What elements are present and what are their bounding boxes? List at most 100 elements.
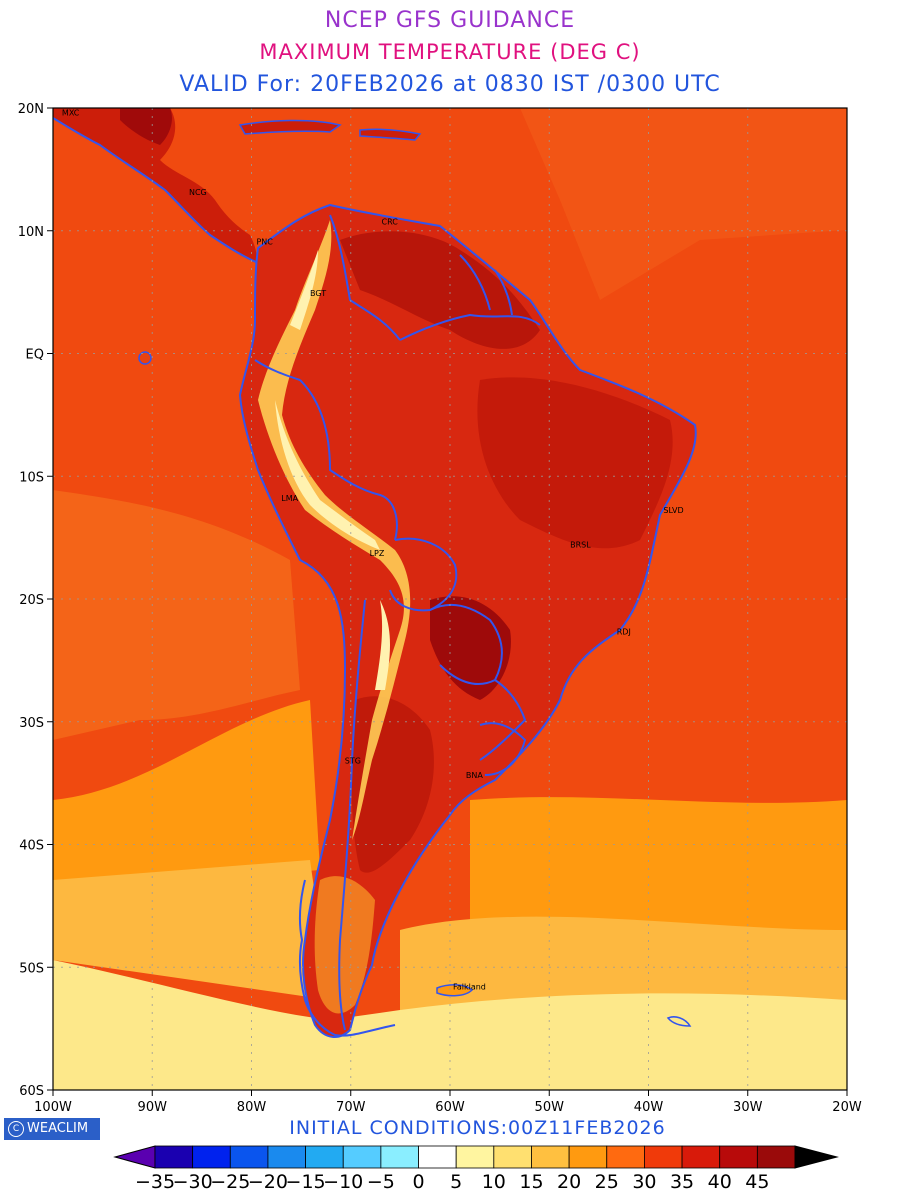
city-label-crc: CRC — [382, 218, 399, 227]
city-label-slvd: SLVD — [663, 506, 683, 515]
colorbar-label-2: −25 — [210, 1171, 250, 1193]
south-georgia — [666, 1016, 692, 1027]
interior-hot-north — [340, 231, 540, 349]
city-label-bgt: BGT — [310, 289, 326, 298]
colorbar-swatch-7 — [418, 1145, 457, 1169]
border-bolivia — [389, 537, 458, 612]
border-peru-brazil — [299, 379, 398, 541]
colorbar-label-0: −35 — [135, 1171, 175, 1193]
colorbar-swatch-14 — [681, 1145, 721, 1169]
colorbar-swatch-11 — [568, 1145, 608, 1169]
colorbar-over-arrow — [794, 1145, 839, 1169]
lat-label-4: 20S — [19, 593, 44, 608]
galapagos — [138, 351, 152, 365]
colorbar-swatch-16 — [756, 1145, 796, 1169]
border-venezuela-brazil — [399, 314, 541, 341]
lon-label-2: 80W — [237, 1100, 267, 1115]
caribbean-islands — [238, 119, 422, 141]
lon-label-8: 20W — [832, 1100, 862, 1115]
colorbar-label-14: 35 — [670, 1171, 694, 1193]
colorbar-swatch-4 — [305, 1145, 344, 1169]
colorbar-label-4: −15 — [286, 1171, 326, 1193]
interior-hot-brazil — [477, 377, 673, 549]
colorbar-swatch-9 — [493, 1145, 532, 1169]
lon-label-5: 50W — [535, 1100, 565, 1115]
lat-label-7: 50S — [19, 961, 44, 976]
city-label-ncg: NCG — [189, 188, 207, 197]
lat-label-2: EQ — [26, 348, 44, 363]
city-label-lpz: LPZ — [370, 549, 385, 558]
border-guianas — [459, 254, 513, 316]
city-label-stg: STG — [345, 756, 361, 765]
city-label-rdj: RDJ — [617, 628, 631, 637]
ocean-band-cool-west — [53, 700, 320, 890]
colorbar-swatch-2 — [229, 1145, 269, 1169]
colorbar-label-13: 30 — [632, 1171, 656, 1193]
colorbar-under-arrow — [113, 1145, 156, 1169]
lon-label-6: 40W — [634, 1100, 664, 1115]
colorbar-label-5: −10 — [323, 1171, 363, 1193]
falkland-islands — [436, 984, 474, 997]
border-argentina-brazil — [479, 679, 526, 761]
border-uruguay — [479, 722, 526, 776]
chile-fjords — [298, 879, 396, 1037]
coastline-central-america — [53, 117, 257, 263]
lon-label-1: 90W — [138, 1100, 168, 1115]
lon-label-0: 100W — [34, 1100, 72, 1115]
colorbar-label-8: 5 — [450, 1171, 462, 1193]
lat-label-3: 10S — [19, 470, 44, 485]
colorbar-label-1: −30 — [173, 1171, 213, 1193]
copyright-icon: C — [8, 1120, 24, 1137]
lat-label-6: 40S — [19, 839, 44, 854]
title-valid-time: VALID For: 20FEB2026 at 0830 IST /0300 U… — [179, 72, 721, 97]
border-chile-argentina — [338, 599, 366, 1031]
colorbar-swatch-10 — [531, 1145, 570, 1169]
colorbar-label-12: 25 — [595, 1171, 619, 1193]
colorbar-swatch-5 — [342, 1145, 382, 1169]
city-label-falkland: Falkland — [453, 982, 486, 991]
ocean-band-coldest — [53, 960, 847, 1090]
coastline-south-america — [239, 204, 697, 1038]
colorbar-swatch-8 — [455, 1145, 495, 1169]
mexico-hot — [120, 108, 172, 145]
map-plot-area: MXC NCG CRC PNC BGT LMA LPZ BRSL SLVD RDJ STG BNA Fa… — [53, 108, 847, 1090]
colorbar-swatch-12 — [606, 1145, 645, 1169]
colorbar-label-6: −5 — [367, 1171, 395, 1193]
country-borders — [53, 117, 697, 1038]
colorbar-swatch-15 — [719, 1145, 758, 1169]
colorbar-label-3: −20 — [248, 1171, 288, 1193]
lat-label-1: 10N — [18, 225, 44, 240]
border-colombia-venezuela — [329, 214, 401, 341]
colorbar-swatch-0 — [154, 1145, 194, 1169]
lon-label-3: 70W — [336, 1100, 366, 1115]
colorbar-swatch-6 — [380, 1145, 419, 1169]
border-ecuador-peru — [254, 359, 301, 381]
latitude-labels: 20N 10N EQ 10S 20S 30S 40S 50S 60S — [18, 102, 44, 1099]
colorbar-swatch-13 — [644, 1145, 683, 1169]
colorbar-swatch-1 — [192, 1145, 231, 1169]
city-label-pnc: PNC — [256, 237, 273, 246]
colorbar-swatch-3 — [267, 1145, 306, 1169]
title-parameter: MAXIMUM TEMPERATURE (DEG C) — [259, 40, 641, 64]
logo-text: WEACLIM — [27, 1121, 89, 1136]
city-label-mxc: MXC — [62, 108, 80, 117]
city-label-lma: LMA — [281, 494, 298, 503]
lat-label-8: 60S — [19, 1084, 44, 1099]
border-paraguay — [429, 603, 503, 685]
ocean-band-warm-east — [520, 108, 847, 300]
city-labels: MXC NCG CRC PNC BGT LMA LPZ BRSL SLVD RDJ STG BNA Fa… — [62, 108, 684, 991]
patagonia-cool — [314, 876, 375, 1014]
colorbar-label-15: 40 — [708, 1171, 732, 1193]
city-label-brsl: BRSL — [570, 540, 591, 549]
title-model: NCEP GFS GUIDANCE — [324, 8, 576, 33]
lat-label-0: 20N — [18, 102, 44, 117]
lat-label-5: 30S — [19, 716, 44, 731]
colorbar-label-16: 45 — [745, 1171, 769, 1193]
longitude-labels: 100W 90W 80W 70W 60W 50W 40W 30W 20W — [34, 1100, 862, 1115]
colorbar-label-7: 0 — [412, 1171, 424, 1193]
colorbar-labels: −35−30−25−20−15−10 −5 0 5 10 15 20 25 30 35 40 45 — [135, 1171, 770, 1193]
lon-label-4: 60W — [435, 1100, 465, 1115]
colorbar — [113, 1145, 839, 1169]
lon-label-7: 30W — [733, 1100, 763, 1115]
